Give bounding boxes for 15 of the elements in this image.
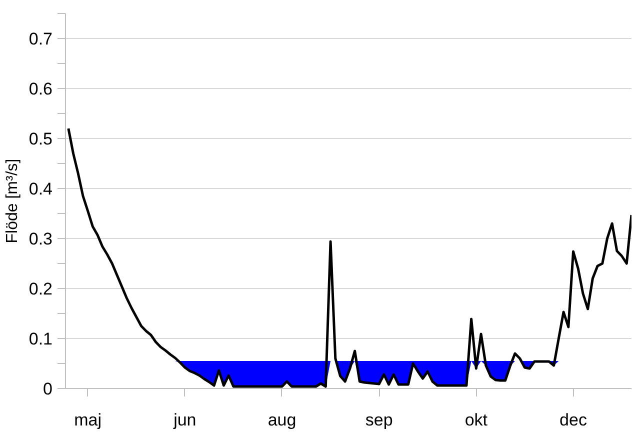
y-tick-label: 0.7: [28, 30, 53, 48]
x-tick-label: dec: [560, 410, 588, 430]
x-tick-label: aug: [268, 410, 296, 430]
y-tick-label: 0.4: [28, 180, 53, 198]
y-tick-label: 0.2: [28, 280, 53, 298]
x-tick-label: maj: [74, 410, 102, 430]
y-tick-label: 0.5: [28, 130, 53, 148]
x-tick-label: okt: [464, 410, 488, 430]
y-tick-label: 0.6: [28, 80, 53, 98]
y-tick-label: 0.1: [28, 330, 53, 348]
y-axis-title: Flöde [m³/s]: [4, 158, 21, 244]
y-tick-label: 0.3: [28, 230, 53, 248]
y-tick-label: 0: [43, 380, 53, 398]
x-tick-label: sep: [365, 410, 393, 430]
x-tick-label: jun: [172, 410, 196, 430]
